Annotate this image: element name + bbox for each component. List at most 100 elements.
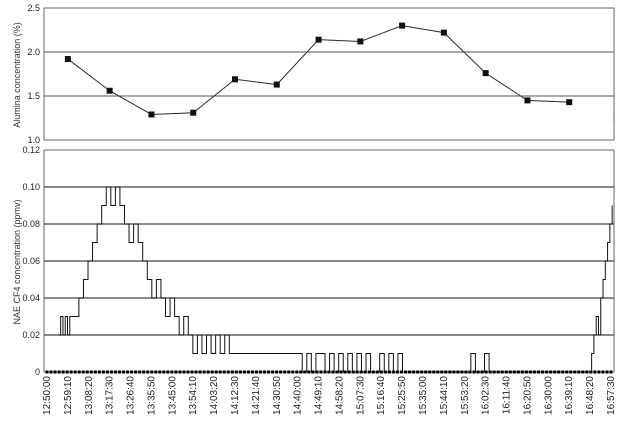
baseline-marker [524,370,528,374]
baseline-marker [222,370,226,374]
baseline-marker [65,370,69,374]
baseline-marker [343,370,347,374]
baseline-marker [154,370,158,374]
baseline-marker [512,370,516,374]
baseline-marker [174,370,178,374]
x-tick-label: 14:58:20 [334,376,345,415]
baseline-marker [170,370,174,374]
baseline-marker [53,370,57,374]
baseline-marker [194,370,198,374]
top-plot-frame [43,7,615,141]
top-gridlines [44,51,614,97]
bottom-y-tick-label: 0 [35,367,40,377]
baseline-marker [432,370,436,374]
baseline-marker [45,370,49,374]
baseline-marker [593,370,597,374]
x-tick-label: 14:49:10 [314,376,325,415]
baseline-marker [162,370,166,374]
baseline-marker [138,370,142,374]
baseline-marker [61,370,65,374]
baseline-marker [319,370,323,374]
top-y-tick-label: 2.0 [27,47,40,57]
alumina-marker [315,36,322,43]
baseline-marker [190,370,194,374]
baseline-marker [166,370,170,374]
alumina-marker [524,97,531,104]
x-tick-label: 15:53:20 [460,376,471,415]
x-tick-label: 13:35:50 [146,376,157,415]
top-series [64,22,573,118]
x-tick-label: 15:44:10 [439,376,450,415]
bottom-y-tick-label: 0.10 [22,182,40,192]
baseline-marker [57,370,61,374]
baseline-marker [287,370,291,374]
alumina-marker [273,81,280,88]
baseline-marker [440,370,444,374]
x-tick-label: 16:30:00 [543,376,554,415]
baseline-marker [424,370,428,374]
baseline-marker [283,370,287,374]
x-tick-label: 14:03:20 [209,376,220,415]
baseline-marker [307,370,311,374]
baseline-marker [347,370,351,374]
baseline-marker [271,370,275,374]
x-tick-label: 15:16:40 [376,376,387,415]
x-tick-label: 16:57:30 [606,376,617,415]
baseline-marker [577,370,581,374]
baseline-marker [569,370,573,374]
baseline-marker [146,370,150,374]
baseline-marker [299,370,303,374]
baseline-marker [254,370,258,374]
bottom-y-tick-label: 0.06 [22,256,40,266]
baseline-marker [456,370,460,374]
baseline-marker [49,370,53,374]
x-tick-label: 12:59:10 [63,376,74,415]
baseline-marker [230,370,234,374]
top-panel: 1.0 1.5 2.0 2.5 Alumina concentration (%) [12,3,615,145]
x-tick-label: 16:39:10 [564,376,575,415]
baseline-marker [589,370,593,374]
baseline-marker [492,370,496,374]
x-tick-label: 13:54:10 [188,376,199,415]
baseline-marker [516,370,520,374]
baseline-marker [375,370,379,374]
baseline-marker [545,370,549,374]
baseline-marker [89,370,93,374]
x-tick-label: 15:35:00 [418,376,429,415]
baseline-marker [391,370,395,374]
baseline-marker [476,370,480,374]
alumina-marker [64,56,71,63]
baseline-marker [597,370,601,374]
baseline-marker [77,370,81,374]
baseline-marker [267,370,271,374]
top-y-tick-label: 1.5 [27,91,40,101]
baseline-marker [464,370,468,374]
baseline-marker [226,370,230,374]
baseline-marker [581,370,585,374]
baseline-marker [605,370,609,374]
bottom-y-tick-label: 0.02 [22,330,40,340]
baseline-marker [81,370,85,374]
baseline-marker [206,370,210,374]
baseline-marker [202,370,206,374]
baseline-marker [178,370,182,374]
baseline-marker [105,370,109,374]
baseline-marker [387,370,391,374]
baseline-marker [198,370,202,374]
baseline-marker [69,370,73,374]
baseline-marker [383,370,387,374]
baseline-marker [549,370,553,374]
baseline-marker [214,370,218,374]
x-tick-label: 14:30:50 [272,376,283,415]
baseline-marker [528,370,532,374]
baseline-marker [468,370,472,374]
baseline-marker [367,370,371,374]
alumina-marker [106,87,113,94]
baseline-marker [246,370,250,374]
x-tick-label: 16:48:20 [585,376,596,415]
baseline-marker [404,370,408,374]
baseline-marker [182,370,186,374]
baseline-marker [609,370,613,374]
baseline-marker [311,370,315,374]
